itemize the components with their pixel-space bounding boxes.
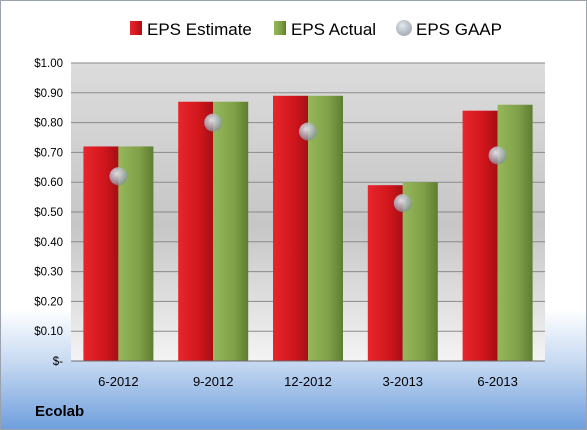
bar-eps-estimate	[367, 185, 403, 361]
marker-eps-gaap	[299, 122, 317, 141]
bar-eps-estimate	[273, 95, 308, 361]
x-tick-label: 12-2012	[284, 374, 332, 389]
y-tick-label: $0.60	[34, 177, 63, 189]
x-axis-labels: 6-2012 9-2012 12-2012 3-2013 6-2013	[98, 374, 518, 389]
bar-eps-actual	[213, 101, 249, 362]
legend-swatch-eps-estimate	[130, 21, 142, 35]
bar-eps-actual	[402, 182, 438, 361]
gaap-markers	[109, 113, 507, 213]
y-tick-label: $-	[53, 356, 63, 368]
legend-label-eps-gaap: EPS GAAP	[416, 20, 502, 39]
y-tick-label: $0.70	[34, 147, 63, 159]
y-tick-label: $0.80	[34, 118, 63, 130]
y-tick-label: $0.50	[34, 207, 63, 219]
bar-eps-actual	[308, 95, 343, 361]
y-tick-label: $0.30	[34, 267, 63, 279]
legend-label-eps-estimate: EPS Estimate	[147, 20, 252, 39]
y-axis-ticks: $- $0.10 $0.20 $0.30 $0.40 $0.50 $0.60 $0.70 $0.…	[34, 58, 63, 368]
y-tick-label: $1.00	[34, 58, 63, 70]
y-tick-label: $0.20	[34, 296, 63, 308]
legend-swatch-eps-actual	[274, 21, 286, 35]
y-tick-label: $0.90	[34, 88, 63, 100]
legend: EPS Estimate EPS Actual EPS GAAP	[130, 20, 502, 39]
bar-eps-estimate	[178, 101, 214, 362]
bars	[83, 95, 533, 362]
y-tick-label: $0.10	[34, 326, 63, 338]
y-tick-label: $0.40	[34, 237, 63, 249]
company-name: Ecolab	[35, 403, 85, 420]
marker-eps-gaap	[109, 167, 128, 186]
x-tick-label: 3-2013	[383, 374, 423, 389]
marker-eps-gaap	[393, 194, 412, 213]
marker-eps-gaap	[204, 113, 223, 132]
legend-marker-eps-gaap	[396, 20, 412, 36]
bar-eps-actual	[497, 104, 533, 361]
x-tick-label: 6-2012	[98, 374, 138, 389]
x-tick-label: 9-2012	[193, 374, 233, 389]
marker-eps-gaap	[488, 146, 507, 165]
legend-label-eps-actual: EPS Actual	[291, 20, 376, 39]
x-tick-label: 6-2013	[477, 374, 517, 389]
